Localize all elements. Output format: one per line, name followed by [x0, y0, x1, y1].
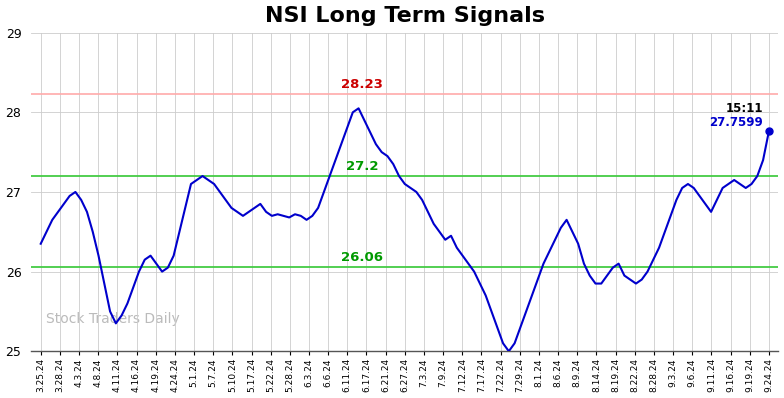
Text: Stock Traders Daily: Stock Traders Daily: [46, 312, 180, 326]
Text: 27.2: 27.2: [346, 160, 379, 174]
Title: NSI Long Term Signals: NSI Long Term Signals: [265, 6, 545, 25]
Text: 27.7599: 27.7599: [710, 116, 763, 129]
Text: 26.06: 26.06: [341, 251, 383, 264]
Text: 28.23: 28.23: [341, 78, 383, 92]
Text: 15:11: 15:11: [726, 101, 763, 115]
